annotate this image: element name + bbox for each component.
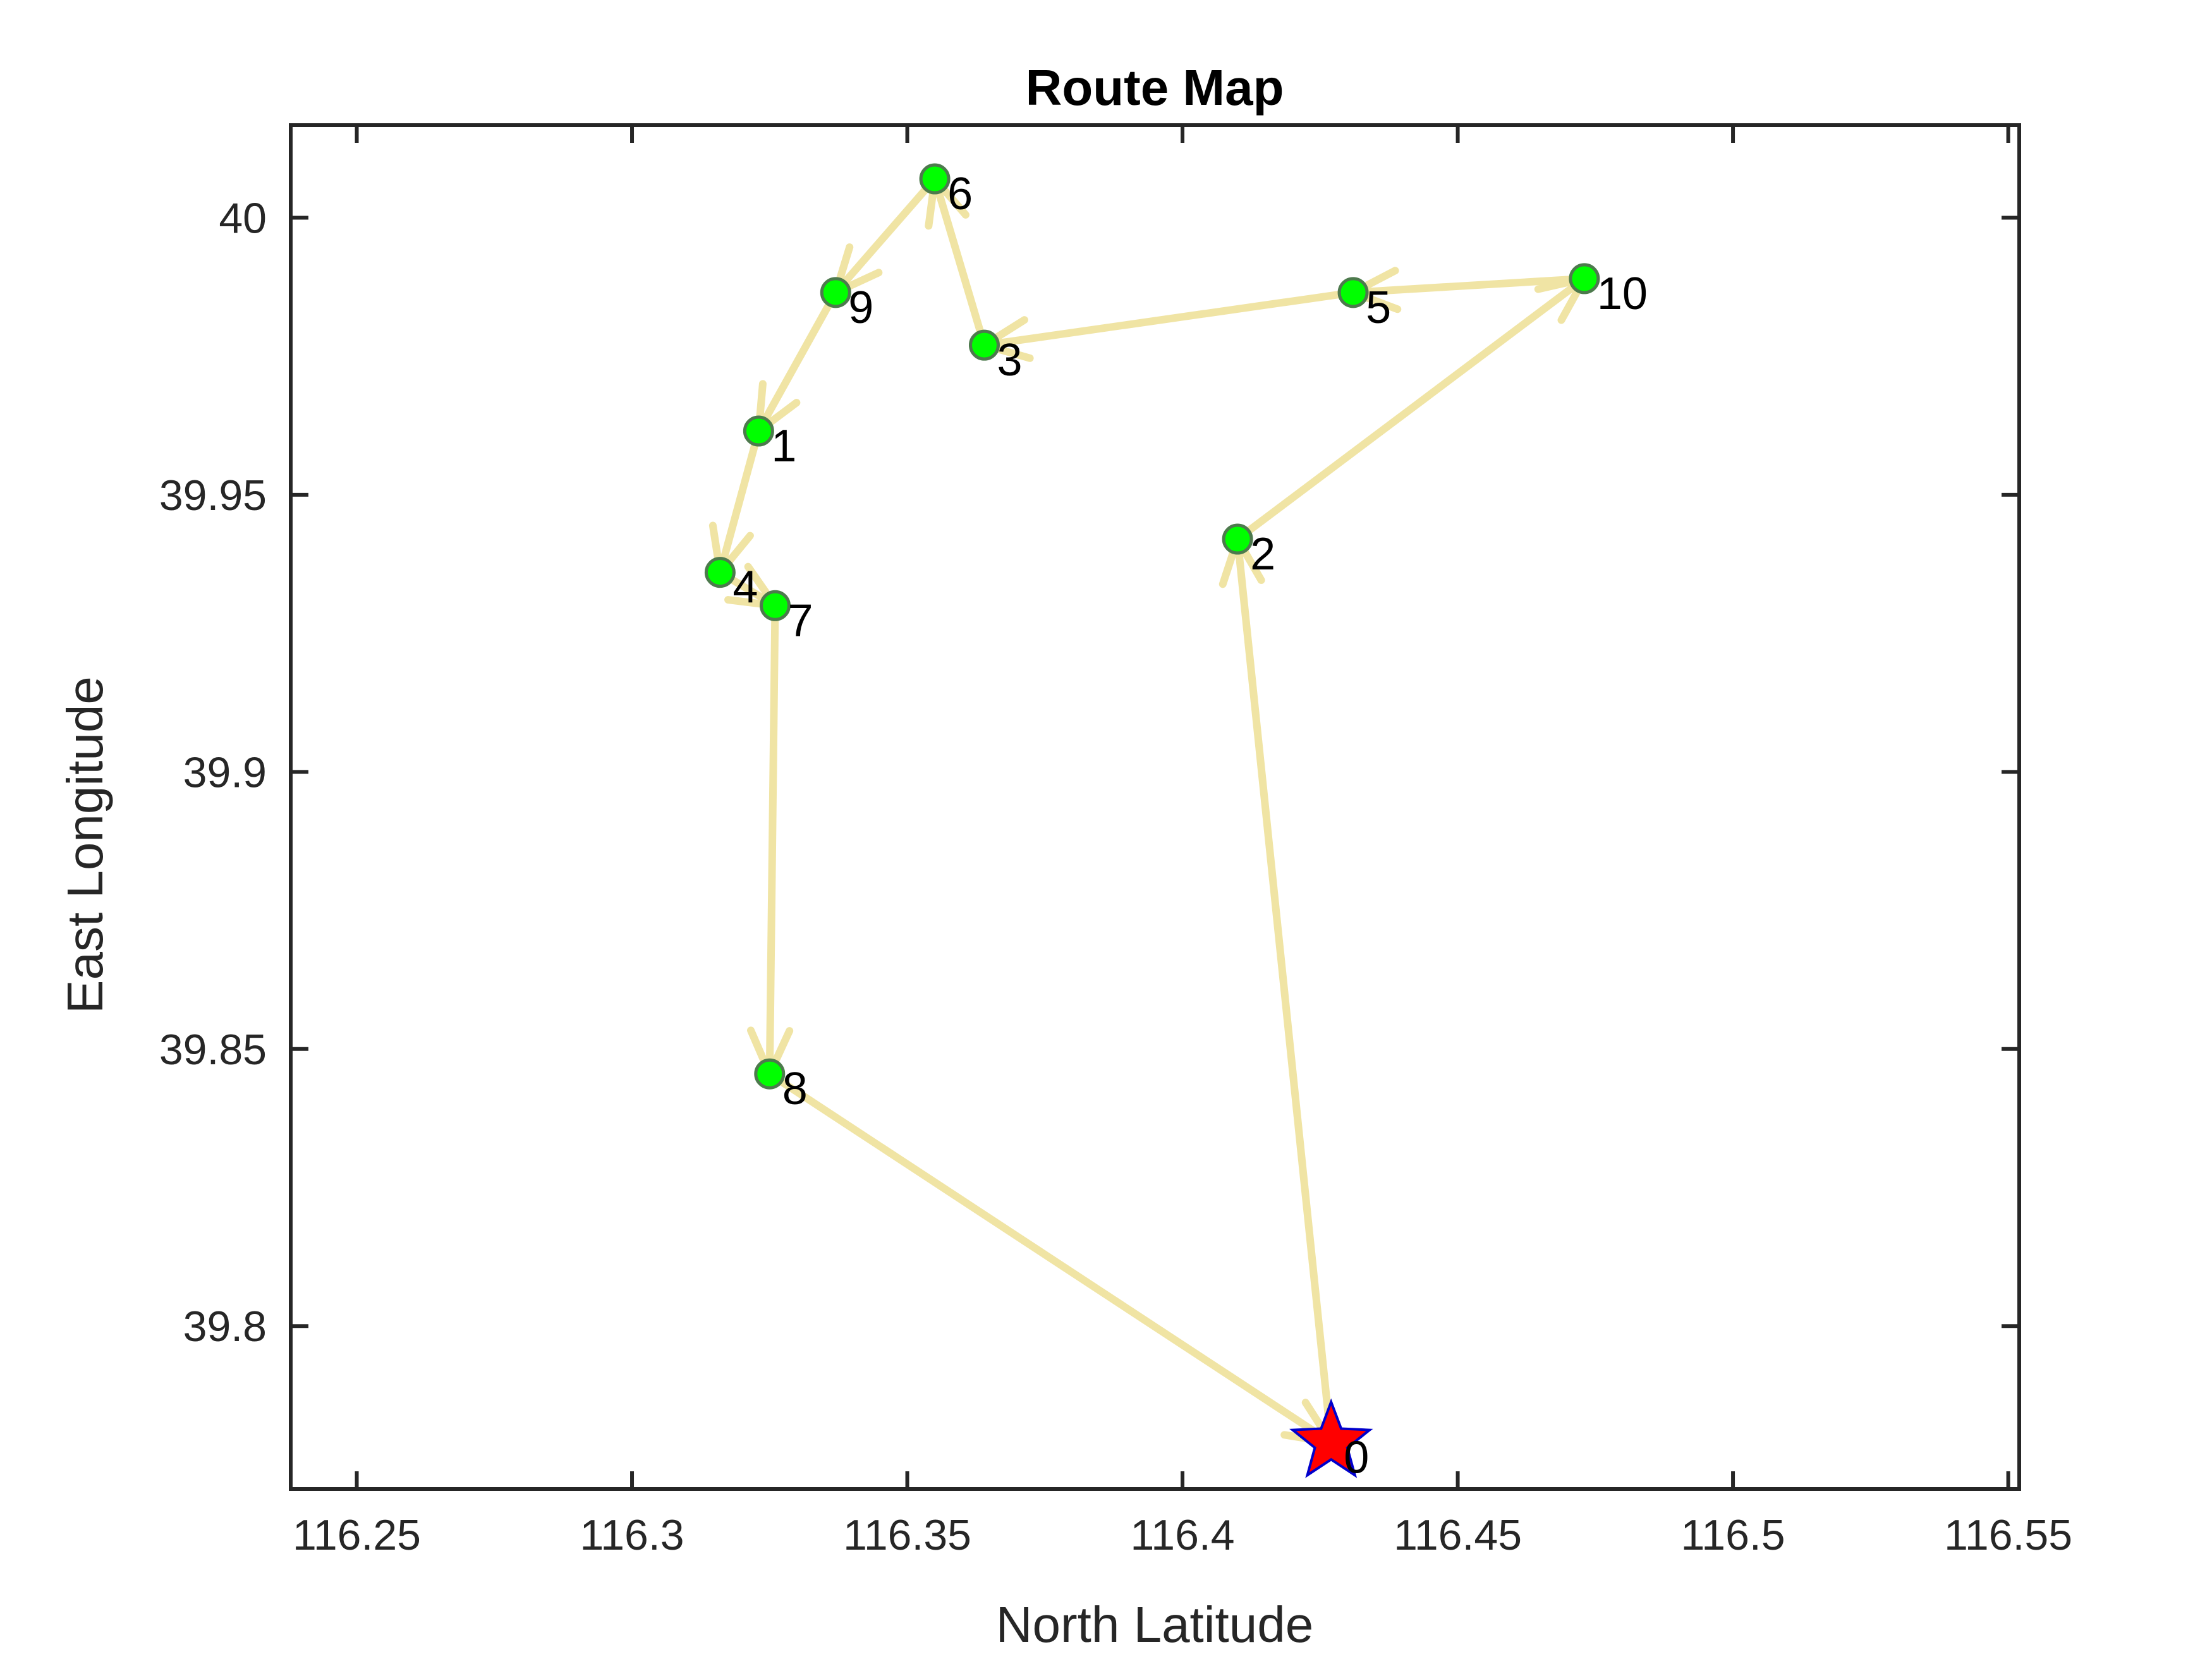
node-label-7: 7 [787,595,813,646]
y-tick-label: 40 [219,194,267,242]
plot-area: 0 1 2 3 4 5 6 7 8 9 10 [704,163,1648,1483]
node-marker-2 [1222,523,1253,555]
route-arrow-2-to-10 [1234,274,1588,544]
x-tick-label: 116.4 [1130,1511,1234,1559]
node-label-4: 4 [732,562,758,613]
node-marker-7 [759,590,791,621]
node-label-5: 5 [1366,283,1391,333]
node-marker-4 [704,557,736,588]
x-tick-label: 116.25 [293,1511,421,1559]
x-tick-label: 116.55 [1944,1511,2072,1559]
node-marker-8 [754,1058,786,1090]
node-label-10: 10 [1597,269,1648,319]
node-label-0: 0 [1344,1432,1369,1483]
y-tick-label: 39.85 [159,1026,267,1074]
y-tick-label: 39.8 [183,1303,267,1351]
route-arrow-1-to-4 [708,427,763,576]
route-arrow-7-to-8 [747,602,794,1078]
node-label-2: 2 [1250,529,1275,580]
node-label-3: 3 [997,335,1022,386]
route-arrow-8-to-0 [765,1070,1335,1447]
x-axis-label: North Latitude [996,1596,1314,1653]
route-arrows [708,175,1588,1447]
y-tick-label: 39.95 [159,471,267,520]
chart-title: Route Map [1026,59,1284,116]
node-label-1: 1 [771,421,796,471]
node-marker-9 [820,277,851,308]
node-marker-6 [919,163,951,195]
route-arrow-9-to-1 [755,288,840,435]
x-tick-label: 116.35 [843,1511,971,1559]
node-marker-10 [1569,263,1600,295]
route-arrow-0-to-2 [1218,535,1335,1447]
y-axis-label: East Longitude [57,676,113,1014]
y-tick-label: 39.9 [183,748,267,796]
node-label-9: 9 [848,283,873,333]
node-label-6: 6 [947,169,973,219]
node-labels: 0 1 2 3 4 5 6 7 8 9 10 [732,169,1648,1483]
node-marker-5 [1337,277,1369,308]
x-tick-label: 116.5 [1681,1511,1785,1559]
axes-box [289,123,2021,1491]
node-label-8: 8 [782,1064,808,1114]
node-marker-3 [968,329,1000,361]
depot-star-marker [1289,1398,1373,1478]
route-arrow-6-to-9 [832,175,939,296]
x-tick-label: 116.45 [1394,1511,1522,1559]
axes: 116.25 116.3 116.35 116.4 116.45 116.5 116.55 3… [159,123,2072,1559]
node-marker-1 [743,415,774,447]
route-markers [704,163,1600,1478]
x-tick-label: 116.3 [580,1511,684,1559]
route-arrow-5-to-3 [980,288,1358,362]
